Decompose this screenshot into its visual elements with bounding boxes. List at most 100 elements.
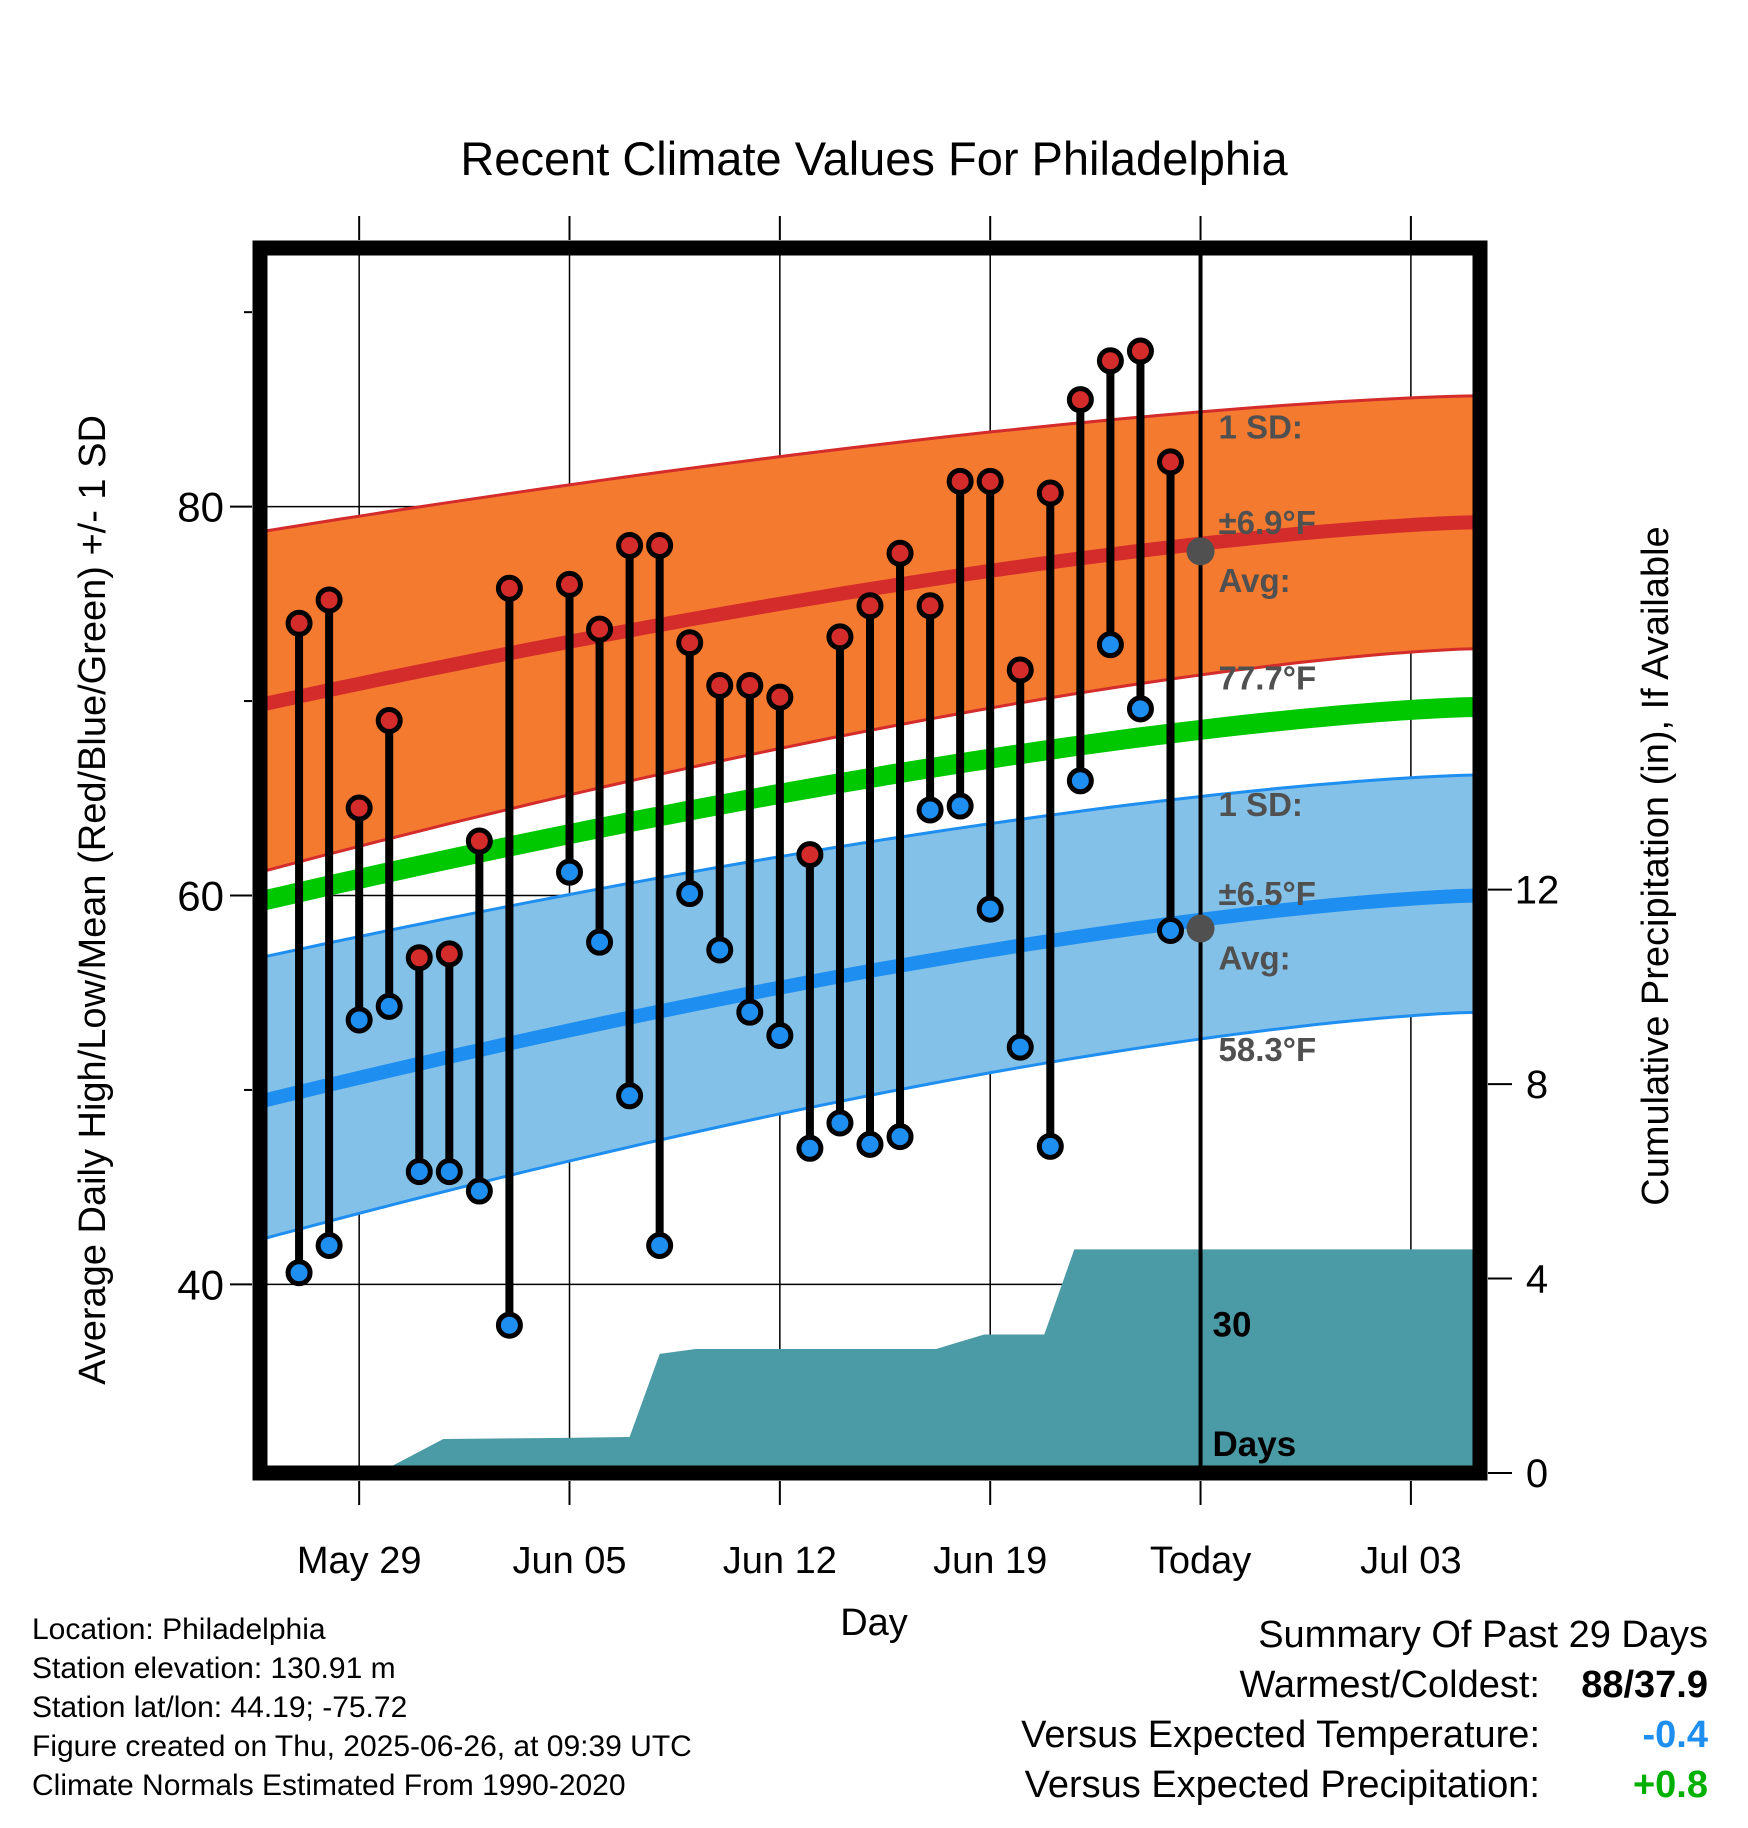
y-axis-label-left: Average Daily High/Low/Mean (Red/Blue/Gr… xyxy=(72,415,114,1385)
daily-low-point xyxy=(856,1130,884,1158)
daily-high-point xyxy=(916,592,944,620)
summary-temp-row: Versus Expected Temperature: -0.4 xyxy=(1021,1710,1708,1760)
x-tick-label: Today xyxy=(1150,1540,1251,1582)
plot-area: 1 SD: ±6.9°F Avg: 77.7°F 1 SD: ±6.5°F Avg: 58.3… xyxy=(177,216,1559,1582)
created-text: Figure created on Thu, 2025-06-26, at 09… xyxy=(32,1730,692,1763)
daily-low-point xyxy=(976,895,1004,923)
low-sd-label: 1 SD: xyxy=(1219,786,1303,823)
daily-high-point xyxy=(676,629,704,657)
summary-title: Summary Of Past 29 Days xyxy=(1258,1614,1708,1656)
daily-low-point xyxy=(465,1177,493,1205)
daily-low-point xyxy=(946,792,974,820)
temp-value: -0.4 xyxy=(1642,1714,1708,1756)
summary-precip-row: Versus Expected Precipitation: +0.8 xyxy=(1021,1760,1708,1810)
daily-low-point xyxy=(1006,1033,1034,1061)
daily-low-point xyxy=(1096,631,1124,659)
precipitation-area xyxy=(269,1249,1480,1473)
plot-frame xyxy=(252,240,1488,1481)
daily-high-point xyxy=(1006,656,1034,684)
daily-low-point xyxy=(736,998,764,1026)
daily-high-point xyxy=(766,683,794,711)
daily-high-point xyxy=(556,570,584,598)
daily-high-point xyxy=(285,609,313,637)
x-tick-label: Jun 12 xyxy=(723,1540,837,1582)
temp-label: Versus Expected Temperature: xyxy=(1021,1714,1540,1756)
daily-low-point xyxy=(405,1158,433,1186)
low-sd-value: ±6.5°F xyxy=(1219,875,1316,912)
daily-high-point xyxy=(495,574,523,602)
daily-low-point xyxy=(495,1311,523,1339)
daily-high-point xyxy=(856,592,884,620)
daily-high-point xyxy=(435,940,463,968)
daily-low-point xyxy=(345,1006,373,1034)
daily-high-point xyxy=(946,467,974,495)
daily-high-point xyxy=(1036,479,1064,507)
y-left-tick-label: 60 xyxy=(177,873,224,920)
summary-warmest-row: Warmest/Coldest: 88/37.9 xyxy=(1021,1660,1708,1710)
high-average-label: Avg: xyxy=(1219,562,1291,599)
daily-high-point xyxy=(586,615,614,643)
daily-low-point xyxy=(826,1109,854,1137)
daily-low-point xyxy=(556,858,584,886)
daily-low-point xyxy=(616,1082,644,1110)
high-average-value: 77.7°F xyxy=(1219,659,1317,696)
daily-low-point xyxy=(586,928,614,956)
station-info: Location: Philadelphia Station elevation… xyxy=(32,1610,692,1805)
x-tick-label: Jul 03 xyxy=(1360,1540,1461,1582)
low-average-label: Avg: xyxy=(1219,939,1291,976)
latlon-text: Station lat/lon: 44.19; -75.72 xyxy=(32,1691,408,1724)
daily-high-point xyxy=(345,794,373,822)
y-right-tick-label: 4 xyxy=(1526,1258,1548,1302)
location-text: Location: Philadelphia xyxy=(32,1613,326,1646)
y-left-tick-label: 40 xyxy=(177,1261,224,1308)
chart-title: Recent Climate Values For Philadelphia xyxy=(460,132,1288,185)
daily-low-point xyxy=(1036,1132,1064,1160)
x-tick-label: May 29 xyxy=(297,1540,422,1582)
daily-low-point xyxy=(1126,695,1154,723)
plot-inner: 1 SD: ±6.9°F Avg: 77.7°F 1 SD: ±6.5°F Avg: 58.3… xyxy=(260,248,1480,1473)
daily-high-point xyxy=(736,672,764,699)
high-sd-label: 1 SD: xyxy=(1219,409,1303,446)
daily-low-point xyxy=(1066,767,1094,795)
daily-high-point xyxy=(375,707,403,734)
today-high-average-marker xyxy=(1186,537,1215,566)
x-axis-label: Day xyxy=(840,1602,908,1644)
today-low-average-marker xyxy=(1186,914,1215,943)
daily-low-point xyxy=(676,880,704,908)
x-tick-label: Jun 05 xyxy=(512,1540,626,1582)
daily-high-point xyxy=(405,944,433,972)
daily-low-point xyxy=(646,1232,674,1259)
daily-low-point xyxy=(375,992,403,1020)
daily-high-point xyxy=(706,672,734,699)
daily-high-point xyxy=(796,841,824,869)
daily-low-point xyxy=(796,1134,824,1162)
daily-high-point xyxy=(886,539,914,567)
high-average-line xyxy=(260,515,1480,712)
daily-low-point xyxy=(315,1232,343,1259)
high-sd-value: ±6.9°F xyxy=(1219,504,1316,541)
daily-high-point xyxy=(1096,347,1124,375)
elevation-text: Station elevation: 130.91 m xyxy=(32,1652,396,1685)
today-days-label: Days xyxy=(1213,1425,1297,1464)
daily-low-point xyxy=(706,936,734,964)
daily-high-point xyxy=(1126,337,1154,365)
warmest-label: Warmest/Coldest: xyxy=(1239,1664,1540,1706)
y-right-tick-label: 8 xyxy=(1526,1063,1548,1107)
precip-value: +0.8 xyxy=(1632,1764,1708,1806)
daily-high-point xyxy=(1066,386,1094,414)
normals-text: Climate Normals Estimated From 1990-2020 xyxy=(32,1769,626,1802)
x-tick-label: Jun 19 xyxy=(933,1540,1047,1582)
daily-high-point xyxy=(976,467,1004,495)
daily-low-point xyxy=(886,1123,914,1151)
daily-low-point xyxy=(285,1259,313,1287)
y-axis-label-right: Cumulative Precipitation (in), If Availa… xyxy=(1635,526,1677,1205)
today-days-label: 30 xyxy=(1213,1306,1252,1345)
high-sd-upper-line xyxy=(260,394,1480,534)
daily-low-point xyxy=(916,796,944,824)
precip-label: Versus Expected Precipitation: xyxy=(1024,1764,1540,1806)
daily-low-point xyxy=(435,1158,463,1186)
daily-high-point xyxy=(646,532,674,559)
daily-high-point xyxy=(616,532,644,559)
daily-low-point xyxy=(766,1022,794,1049)
